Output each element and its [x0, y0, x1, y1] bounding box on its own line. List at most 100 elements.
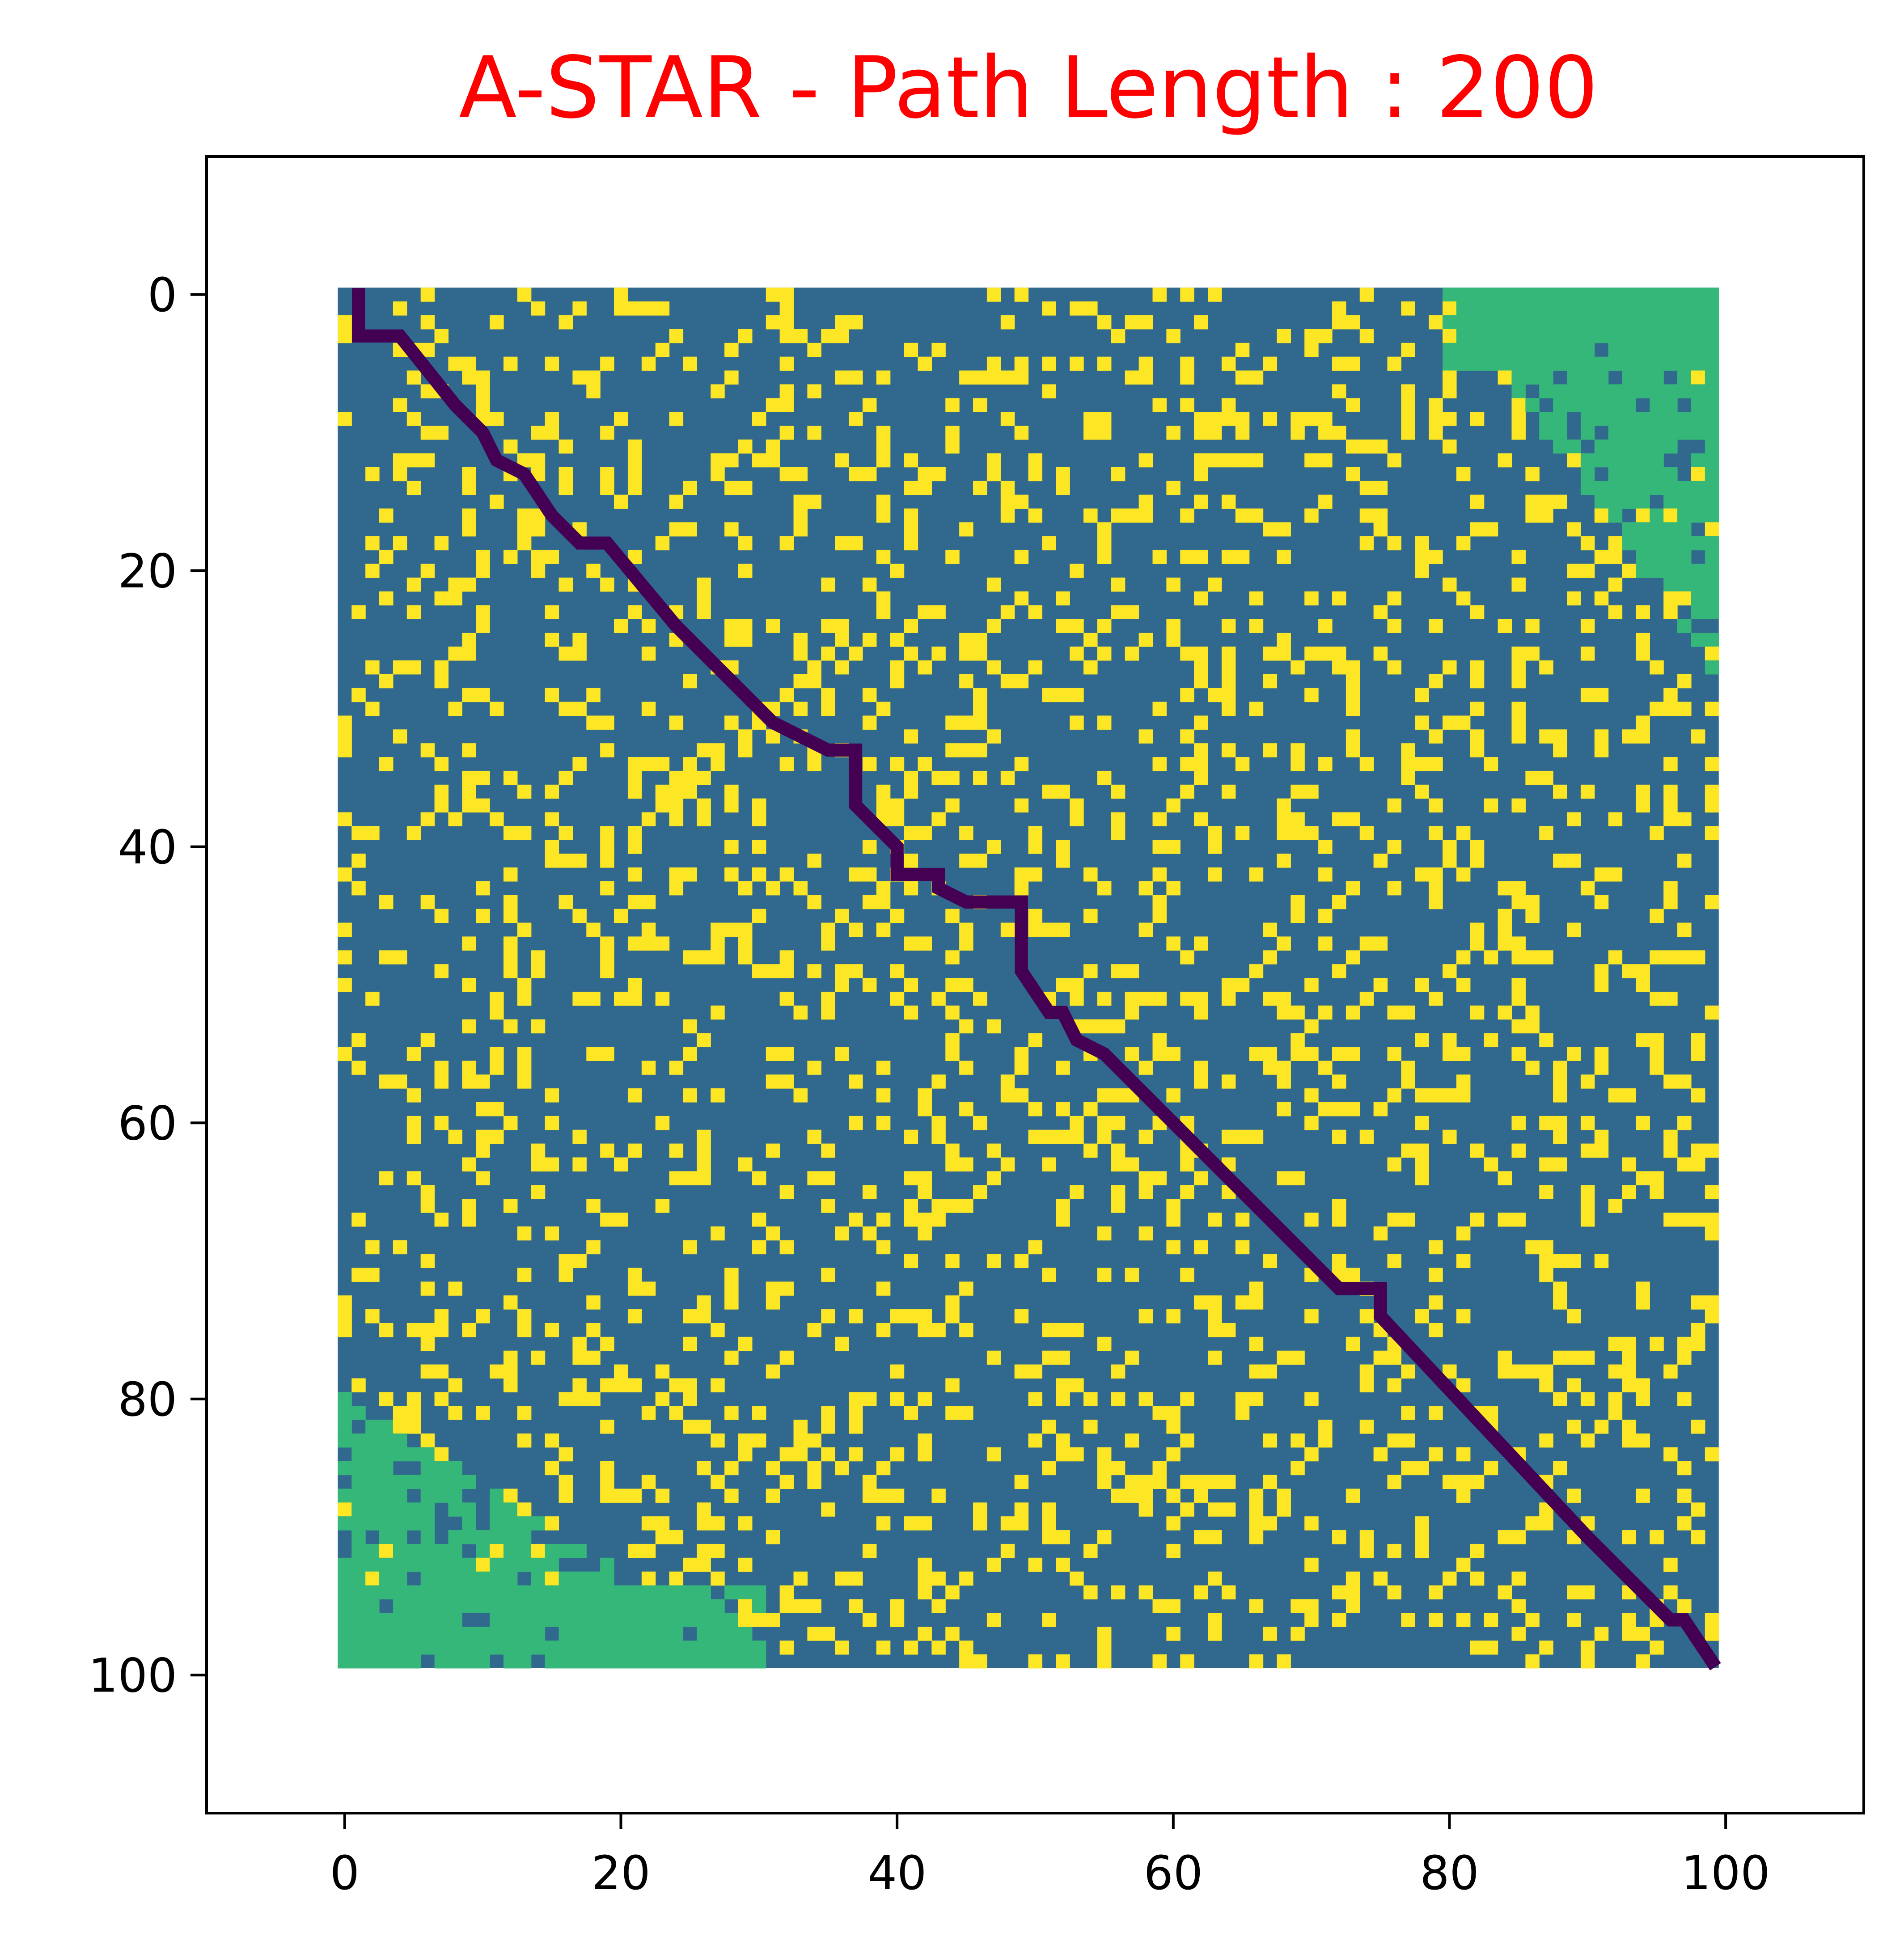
obstacle-cell — [1014, 674, 1029, 689]
obstacle-cell — [1580, 1074, 1595, 1089]
obstacle-cell — [1359, 1129, 1374, 1144]
obstacle-cell — [365, 660, 380, 675]
obstacle-cell — [779, 964, 794, 978]
obstacle-cell — [1138, 370, 1153, 385]
obstacle-cell — [779, 1599, 794, 1613]
obstacle-cell — [1014, 550, 1029, 564]
obstacle-cell — [1042, 1530, 1056, 1544]
explored-cell — [559, 1571, 573, 1586]
obstacle-cell — [1345, 812, 1360, 827]
obstacle-cell — [1277, 1061, 1291, 1075]
obstacle-cell — [1208, 577, 1222, 592]
explored-cell — [1691, 536, 1705, 550]
obstacle-cell — [1332, 812, 1346, 827]
obstacle-cell — [821, 1005, 835, 1020]
explored-cell — [365, 1461, 380, 1476]
obstacle-cell — [918, 605, 932, 619]
explored-cell — [1691, 398, 1705, 412]
obstacle-cell — [945, 1157, 960, 1171]
obstacle-cell — [379, 1392, 393, 1406]
obstacle-cell — [904, 508, 918, 523]
obstacle-cell — [1691, 370, 1705, 385]
obstacle-cell — [1608, 950, 1623, 964]
obstacle-cell — [1235, 550, 1250, 564]
explored-cell — [531, 1627, 546, 1641]
obstacle-cell — [683, 356, 697, 371]
obstacle-cell — [517, 1323, 532, 1337]
obstacle-cell — [1415, 1516, 1429, 1531]
obstacle-cell — [973, 1516, 987, 1531]
obstacle-cell — [393, 660, 407, 675]
obstacle-cell — [876, 1240, 891, 1255]
obstacle-cell — [1345, 674, 1360, 689]
obstacle-cell — [1456, 867, 1471, 882]
obstacle-cell — [1249, 867, 1264, 882]
obstacle-cell — [1290, 1171, 1305, 1185]
x-tick-label: 20 — [591, 1846, 650, 1900]
obstacle-cell — [1567, 1309, 1581, 1324]
obstacle-cell — [490, 495, 504, 509]
obstacle-cell — [338, 922, 352, 937]
obstacle-cell — [1608, 536, 1623, 550]
obstacle-cell — [1249, 508, 1264, 523]
obstacle-cell — [1345, 1599, 1360, 1613]
explored-cell — [559, 1627, 573, 1641]
obstacle-cell — [1138, 1226, 1153, 1241]
obstacle-cell — [393, 1420, 407, 1434]
plot-frame — [205, 155, 1865, 1814]
explored-cell — [365, 1585, 380, 1600]
explored-cell — [1677, 495, 1692, 509]
explored-cell — [1525, 329, 1540, 343]
obstacle-cell — [1594, 1047, 1609, 1061]
obstacle-cell — [1401, 343, 1415, 357]
explored-cell — [1580, 356, 1595, 371]
obstacle-cell — [1221, 495, 1236, 509]
obstacle-cell — [986, 1447, 1001, 1462]
explored-cell — [448, 1585, 462, 1600]
obstacle-cell — [517, 978, 532, 992]
obstacle-cell — [1373, 439, 1388, 454]
obstacle-cell — [517, 826, 532, 840]
obstacle-cell — [973, 743, 987, 757]
obstacle-cell — [752, 798, 766, 813]
explored-cell — [1663, 398, 1678, 412]
explored-cell — [1511, 384, 1526, 398]
obstacle-cell — [1608, 1392, 1623, 1406]
explored-cell — [476, 1641, 490, 1655]
obstacle-cell — [1401, 1461, 1415, 1476]
explored-cell — [1691, 481, 1705, 495]
obstacle-cell — [904, 1005, 918, 1020]
explored-cell — [1636, 426, 1650, 440]
obstacle-cell — [462, 481, 476, 495]
obstacle-cell — [600, 840, 614, 854]
obstacle-cell — [669, 1143, 684, 1158]
explored-cell — [462, 1627, 476, 1641]
obstacle-cell — [614, 495, 628, 509]
obstacle-cell — [1125, 1433, 1139, 1448]
explored-cell — [1705, 660, 1719, 675]
obstacle-cell — [1332, 1047, 1346, 1061]
obstacle-cell — [1470, 1571, 1485, 1586]
obstacle-cell — [1636, 798, 1650, 813]
obstacle-cell — [876, 895, 891, 909]
obstacle-cell — [1083, 1102, 1098, 1116]
explored-cell — [683, 1641, 697, 1655]
obstacle-cell — [1152, 1171, 1167, 1185]
obstacle-cell — [779, 315, 794, 330]
obstacle-cell — [1539, 826, 1553, 840]
obstacle-cell — [918, 936, 932, 951]
obstacle-cell — [876, 1641, 891, 1655]
obstacle-cell — [876, 1516, 891, 1531]
explored-cell — [711, 1599, 725, 1613]
obstacle-cell — [1180, 370, 1194, 385]
explored-cell — [379, 1571, 393, 1586]
obstacle-cell — [1097, 522, 1112, 537]
obstacle-cell — [420, 1185, 435, 1199]
obstacle-cell — [876, 881, 891, 896]
obstacle-cell — [1525, 1516, 1540, 1531]
explored-cell — [627, 1627, 642, 1641]
obstacle-cell — [1097, 315, 1112, 330]
obstacle-cell — [1622, 964, 1637, 978]
obstacle-cell — [531, 1143, 546, 1158]
obstacle-cell — [1208, 1212, 1222, 1227]
